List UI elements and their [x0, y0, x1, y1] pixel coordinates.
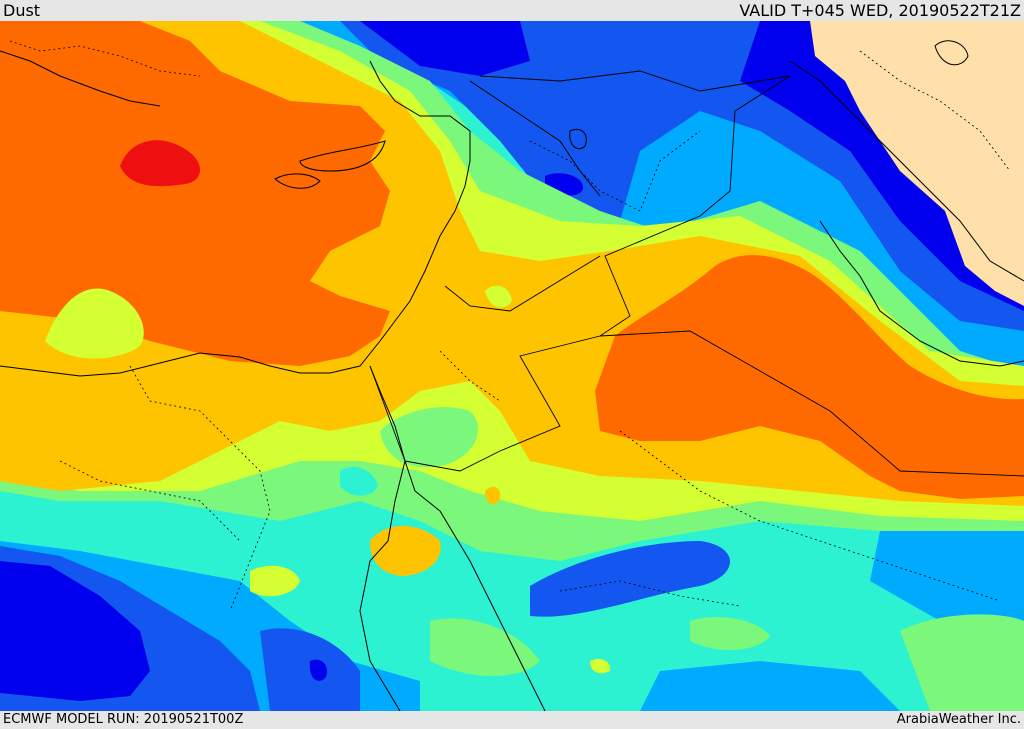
field-amber-sinai: [370, 486, 501, 576]
field-cyan-pockets: [340, 419, 438, 496]
field-orange-east: [595, 255, 1024, 499]
model-run-label: ECMWF MODEL RUN: 20190521T00Z: [3, 712, 244, 727]
borders: [369, 70, 1024, 477]
footer-bar: ECMWF MODEL RUN: 20190521T00Z ArabiaWeat…: [0, 711, 1024, 729]
field-lightblue-south: [0, 531, 1024, 711]
field-green-levant: [380, 407, 479, 468]
valid-time-label: VALID T+045 WED, 20190522T21Z: [739, 1, 1021, 20]
header-bar: Dust VALID T+045 WED, 20190522T21Z: [0, 0, 1024, 21]
coastlines: [0, 40, 1024, 711]
credit-label: ArabiaWeather Inc.: [896, 712, 1021, 727]
dust-forecast-map: [0, 21, 1024, 711]
field-yg-hole: [45, 288, 144, 359]
field-green-south: [430, 614, 1024, 711]
map-title: Dust: [3, 1, 41, 20]
field-yg-jordan: [485, 285, 512, 308]
internal-boundaries: [9, 40, 1011, 612]
field-orange-west: [0, 21, 390, 366]
field-red-spot: [120, 140, 200, 187]
field-yellowgreen-south: [250, 565, 611, 674]
field-darkblue-south: [0, 561, 328, 701]
field-blue-south: [0, 541, 730, 711]
